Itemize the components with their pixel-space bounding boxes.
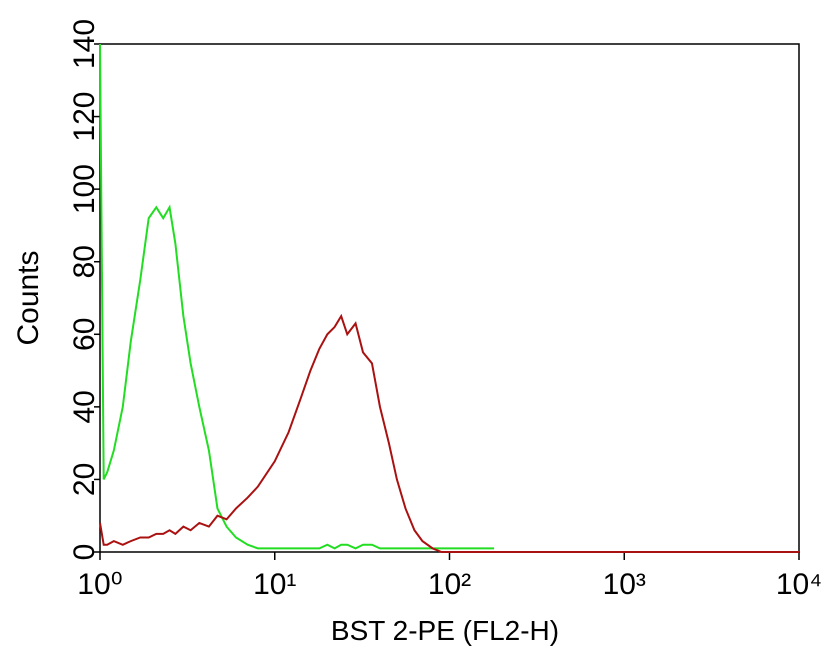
y-tick-label: 0	[68, 544, 101, 561]
y-tick-label: 100	[68, 164, 101, 214]
y-tick-label: 20	[68, 463, 101, 496]
y-tick-label: 40	[68, 390, 101, 423]
x-axis-title: BST 2-PE (FL2-H)	[331, 615, 559, 646]
x-tick-label: 10³	[603, 568, 646, 601]
y-tick-label: 140	[68, 19, 101, 69]
series-line	[99, 43, 495, 550]
plot-frame	[99, 43, 800, 553]
y-axis-title: Counts	[12, 250, 45, 345]
x-tick-label: 10¹	[253, 568, 296, 601]
y-tick-label: 80	[68, 245, 101, 278]
y-tick-label: 60	[68, 318, 101, 351]
x-tick-label: 10⁴	[776, 568, 822, 601]
x-tick-label: 10²	[428, 568, 471, 601]
x-tick-label: 10⁰	[77, 568, 122, 601]
series-line	[99, 313, 799, 553]
y-tick-label: 120	[68, 92, 101, 142]
